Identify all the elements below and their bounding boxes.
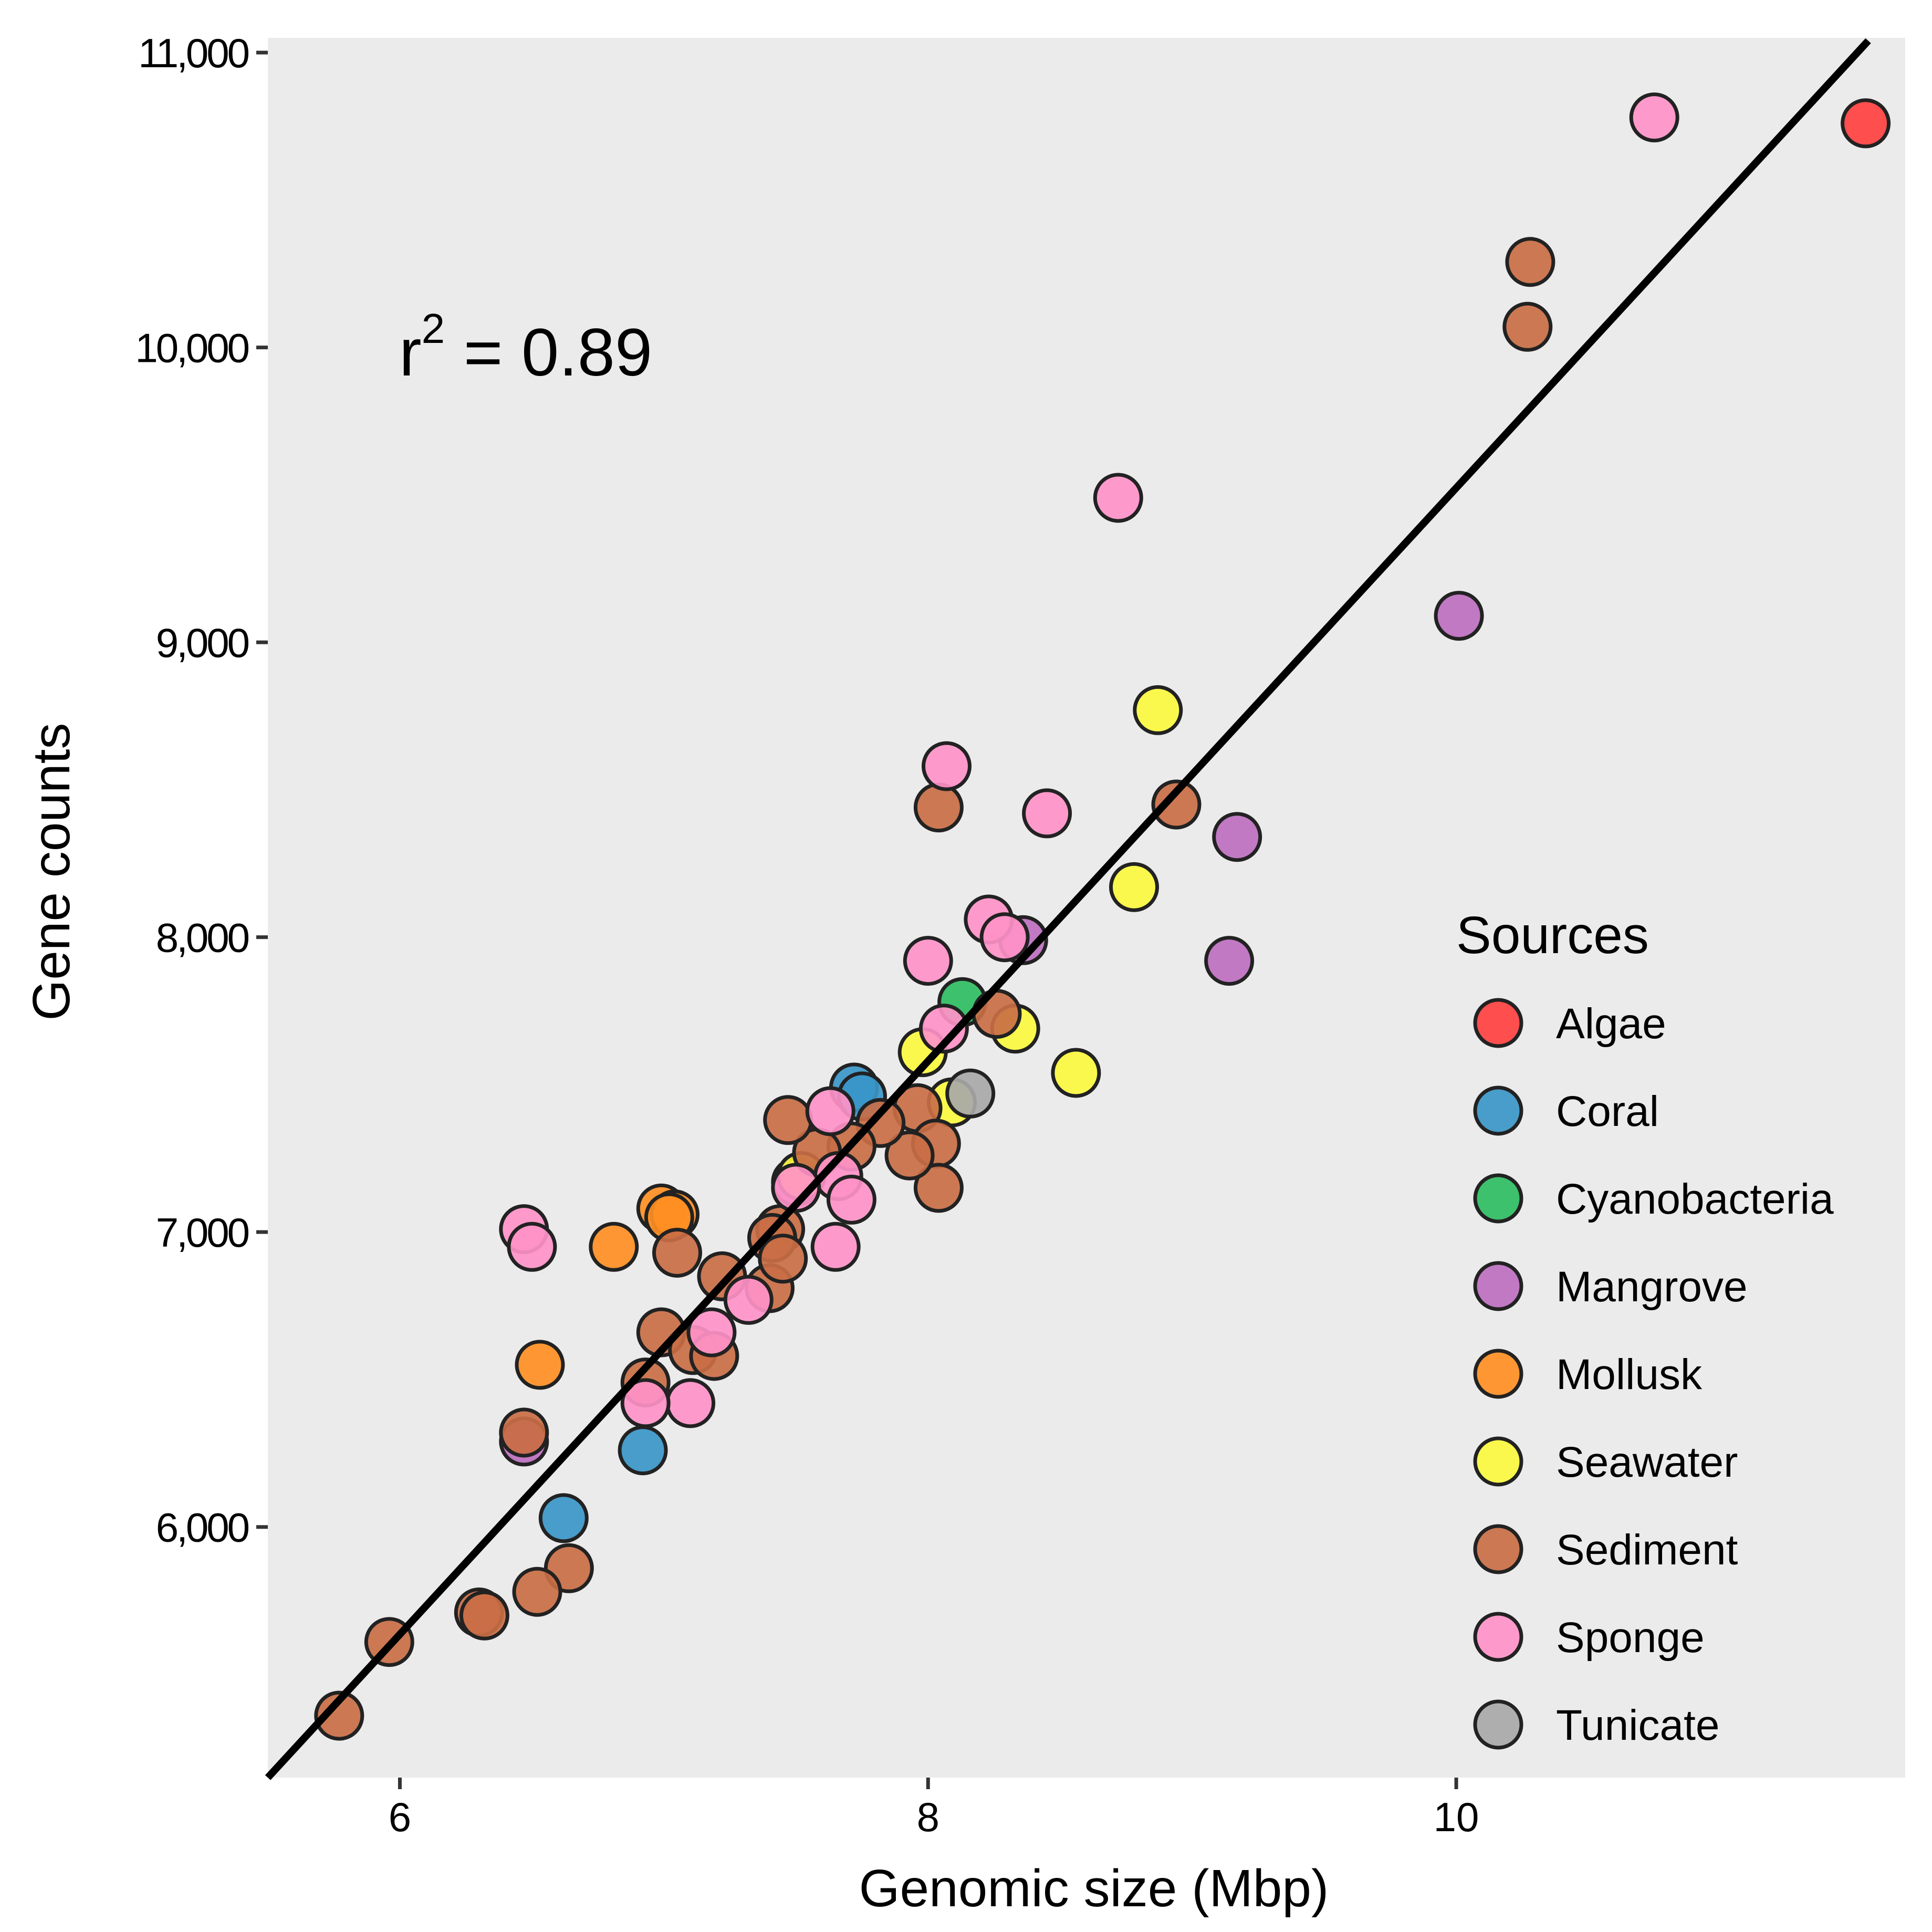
point-seawater xyxy=(1051,1048,1101,1098)
point-sediment xyxy=(1151,779,1202,830)
legend-key-algae xyxy=(1473,998,1523,1048)
legend-key-tunicate xyxy=(1473,1699,1523,1750)
point-sediment xyxy=(758,1234,808,1284)
point-sponge xyxy=(507,1221,557,1272)
point-algae xyxy=(1841,98,1891,149)
legend-key-mollusk xyxy=(1473,1349,1523,1399)
x-tick-label: 6 xyxy=(389,1794,411,1840)
point-sponge xyxy=(805,1086,855,1136)
point-sediment xyxy=(1502,301,1553,352)
point-seawater xyxy=(1133,685,1183,735)
point-mollusk xyxy=(515,1340,565,1390)
legend-label-mollusk: Mollusk xyxy=(1556,1351,1703,1398)
legend: Sources Algae Coral Cyanobacteria Mangrove M… xyxy=(1456,906,1834,1750)
y-tick-label: 6,000 xyxy=(156,1505,249,1551)
axes: 6 8 10 6,000 7,000 8,000 9,000 10,000 11,000 xyxy=(135,30,1479,1840)
legend-entries: Algae Coral Cyanobacteria Mangrove Mollusk Se… xyxy=(1473,998,1834,1750)
point-sediment xyxy=(763,1095,813,1145)
y-tick-label: 11,000 xyxy=(138,30,248,76)
r-squared-base: r xyxy=(399,315,422,390)
x-axis-label: Genomic size (Mbp) xyxy=(859,1859,1329,1918)
legend-label-mangrove: Mangrove xyxy=(1556,1263,1748,1311)
point-coral xyxy=(618,1425,668,1476)
point-sponge xyxy=(1093,473,1143,523)
legend-key-sponge xyxy=(1473,1612,1523,1662)
x-tick-label: 8 xyxy=(917,1794,939,1840)
legend-label-seawater: Seawater xyxy=(1556,1438,1738,1486)
regression-line xyxy=(265,38,1871,1780)
point-sediment xyxy=(459,1590,509,1641)
point-sponge xyxy=(918,1004,969,1054)
point-sponge xyxy=(922,741,972,791)
legend-key-sediment xyxy=(1473,1524,1523,1574)
r-squared-superscript: 2 xyxy=(422,305,445,352)
point-sponge xyxy=(1022,788,1072,839)
point-sediment xyxy=(314,1690,364,1741)
point-sediment xyxy=(972,989,1022,1039)
point-mangrove xyxy=(1204,936,1255,986)
x-tick-label: 10 xyxy=(1434,1794,1479,1840)
point-sponge xyxy=(620,1378,671,1428)
point-sponge xyxy=(826,1174,876,1225)
point-coral xyxy=(538,1493,589,1543)
point-sponge xyxy=(1629,92,1679,143)
point-mangrove xyxy=(1434,591,1484,641)
legend-label-cyanobacteria: Cyanobacteria xyxy=(1556,1175,1834,1223)
plot-panel xyxy=(268,38,1905,1778)
legend-label-sediment: Sediment xyxy=(1556,1526,1738,1574)
legend-label-tunicate: Tunicate xyxy=(1556,1701,1719,1749)
y-tick-label: 7,000 xyxy=(156,1209,249,1256)
legend-label-algae: Algae xyxy=(1556,1000,1666,1048)
point-sponge xyxy=(771,1163,821,1213)
y-tick-label: 10,000 xyxy=(135,325,248,371)
point-sponge xyxy=(686,1307,737,1357)
legend-title: Sources xyxy=(1456,906,1649,965)
legend-key-cyanobacteria xyxy=(1473,1173,1523,1224)
point-sediment xyxy=(913,1163,964,1213)
point-sponge xyxy=(903,936,953,986)
legend-label-coral: Coral xyxy=(1556,1088,1659,1135)
data-points xyxy=(314,92,1891,1741)
legend-label-sponge: Sponge xyxy=(1556,1614,1705,1662)
legend-key-coral xyxy=(1473,1085,1523,1136)
y-tick-label: 9,000 xyxy=(156,620,249,666)
legend-key-seawater xyxy=(1473,1436,1523,1487)
point-sediment xyxy=(913,782,964,833)
point-sponge xyxy=(723,1275,774,1325)
legend-key-mangrove xyxy=(1473,1261,1523,1311)
point-seawater xyxy=(1109,862,1159,912)
point-sponge xyxy=(979,912,1030,963)
point-mollusk xyxy=(589,1221,639,1272)
point-sediment xyxy=(884,1130,935,1181)
point-sponge xyxy=(810,1221,861,1272)
r-squared-value: = 0.89 xyxy=(445,315,652,390)
point-sediment xyxy=(652,1228,702,1278)
point-mangrove xyxy=(1212,812,1262,862)
y-tick-label: 8,000 xyxy=(156,915,249,961)
point-sediment xyxy=(499,1407,549,1458)
point-tunicate xyxy=(945,1068,996,1119)
r-squared-annotation: r2 = 0.89 xyxy=(399,305,652,390)
y-axis-label: Gene counts xyxy=(22,723,81,1020)
point-sponge xyxy=(665,1378,716,1428)
point-sediment xyxy=(512,1567,562,1617)
point-sediment xyxy=(1505,237,1555,287)
